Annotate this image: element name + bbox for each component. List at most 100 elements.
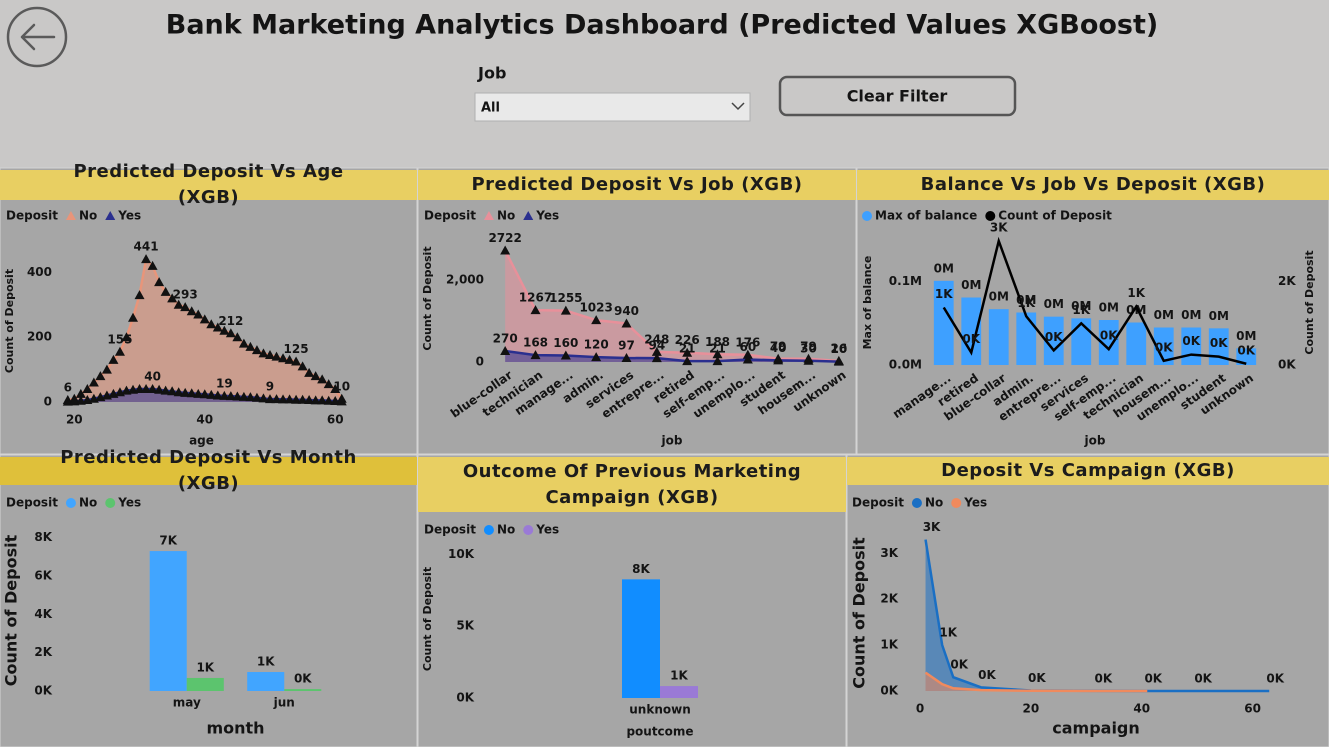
panel-title: Predicted Deposit Vs Month (XGB) xyxy=(60,447,357,494)
point-marker xyxy=(651,353,662,363)
legend-label: Yes xyxy=(117,496,141,510)
data-label: 0M xyxy=(1071,299,1091,313)
filter-dropdown[interactable] xyxy=(474,92,751,122)
dropdown-chevron[interactable] xyxy=(731,102,745,111)
data-label: 8K xyxy=(632,562,650,576)
point-marker xyxy=(742,354,753,364)
bar xyxy=(1071,318,1092,365)
point-marker xyxy=(180,387,191,397)
data-label: 1K xyxy=(935,287,953,301)
data-label: 0M xyxy=(961,278,981,292)
data-label: 0M xyxy=(989,290,1009,304)
data-label: 0K xyxy=(962,332,980,346)
x-axis-title: job xyxy=(1084,434,1106,448)
legend-label: Yes xyxy=(117,209,141,223)
panel-title: Predicted Deposit Vs Age (XGB) xyxy=(73,161,344,208)
area-fill xyxy=(925,672,1148,691)
legend-label: No xyxy=(925,496,943,510)
panel-title-bar xyxy=(418,170,856,200)
header-bg xyxy=(0,0,1329,168)
data-label: 0K xyxy=(1100,329,1118,343)
point-marker xyxy=(682,356,693,366)
y-axis-title: Count of Deposit xyxy=(850,537,869,689)
point-marker xyxy=(193,309,204,319)
panel-title: Deposit Vs Campaign (XGB) xyxy=(941,460,1235,481)
data-label: 3K xyxy=(990,221,1008,235)
x-tick-label: 0 xyxy=(916,702,924,716)
data-label: 1023 xyxy=(579,301,612,315)
point-marker xyxy=(271,394,282,404)
data-label: 40 xyxy=(770,341,787,355)
y-tick-label: 0.0M xyxy=(889,358,922,372)
point-marker xyxy=(271,351,282,361)
point-marker xyxy=(173,299,184,309)
point-marker xyxy=(147,260,158,270)
point-marker xyxy=(180,302,191,312)
data-label: 1K xyxy=(670,669,688,683)
data-label: 940 xyxy=(614,304,639,318)
point-marker xyxy=(238,338,249,348)
legend-marker xyxy=(483,525,494,535)
bar xyxy=(1043,316,1064,365)
filter-value[interactable]: All xyxy=(481,101,500,116)
clear-filter-label[interactable]: Clear Filter xyxy=(847,87,948,106)
bar xyxy=(622,579,660,698)
back-button[interactable] xyxy=(6,6,68,68)
point-marker xyxy=(323,379,334,389)
x-tick-label: 20 xyxy=(1023,702,1040,716)
legend-marker xyxy=(105,498,116,508)
legend-label: Yes xyxy=(535,523,559,537)
data-label: 0K xyxy=(1144,671,1162,685)
data-label: 0K xyxy=(950,658,968,672)
data-label: 248 xyxy=(644,332,669,346)
data-label: 0K xyxy=(1266,671,1284,685)
x-tick-label: 60 xyxy=(1244,702,1261,716)
data-label: 6 xyxy=(64,381,72,395)
legend-marker xyxy=(862,211,872,221)
y-tick-label: 0K xyxy=(34,684,52,698)
data-label: 21 xyxy=(709,342,726,356)
point-marker xyxy=(219,390,230,400)
filter-label: Job xyxy=(477,64,506,83)
panel-title-bar xyxy=(847,457,1329,485)
y-tick-label: 6K xyxy=(34,569,52,583)
point-marker xyxy=(199,389,210,399)
legend-marker xyxy=(523,211,534,220)
point-marker xyxy=(258,348,269,358)
point-marker xyxy=(297,394,308,404)
bar xyxy=(1153,327,1174,365)
panel-title: Balance Vs Job Vs Deposit (XGB) xyxy=(920,174,1266,195)
data-label: 1K xyxy=(1072,303,1090,317)
point-marker xyxy=(323,395,334,405)
y-tick-label: 0K xyxy=(456,691,474,705)
point-marker xyxy=(114,346,125,356)
series-line xyxy=(942,236,1247,365)
back-arrow[interactable] xyxy=(20,23,56,51)
point-marker xyxy=(193,388,204,398)
clear-filter-button[interactable] xyxy=(778,75,1017,117)
y-axis-title: Count of Deposit xyxy=(3,269,16,373)
point-marker xyxy=(291,356,302,366)
y-tick-label: 3K xyxy=(880,546,898,560)
data-label: 0K xyxy=(1237,343,1255,357)
back-circle[interactable] xyxy=(6,6,68,68)
data-label: 10 xyxy=(830,342,847,356)
point-marker xyxy=(621,318,632,328)
point-marker xyxy=(560,305,571,315)
point-marker xyxy=(95,371,106,381)
legend-title: Deposit xyxy=(852,496,904,510)
data-label: 0K xyxy=(1182,334,1200,348)
data-label: 10 xyxy=(333,379,350,393)
data-label: 26 xyxy=(830,341,847,355)
data-label: 441 xyxy=(134,240,159,254)
x-axis-title: poutcome xyxy=(626,725,693,739)
legend-label: Yes xyxy=(963,496,987,510)
data-label: 0M xyxy=(1209,309,1229,323)
data-label: 0M xyxy=(1181,308,1201,322)
point-marker xyxy=(167,386,178,396)
point-marker xyxy=(160,385,171,395)
series-line xyxy=(504,349,839,363)
series-line xyxy=(924,671,1148,693)
point-marker xyxy=(206,319,217,329)
area-fill xyxy=(67,259,342,402)
